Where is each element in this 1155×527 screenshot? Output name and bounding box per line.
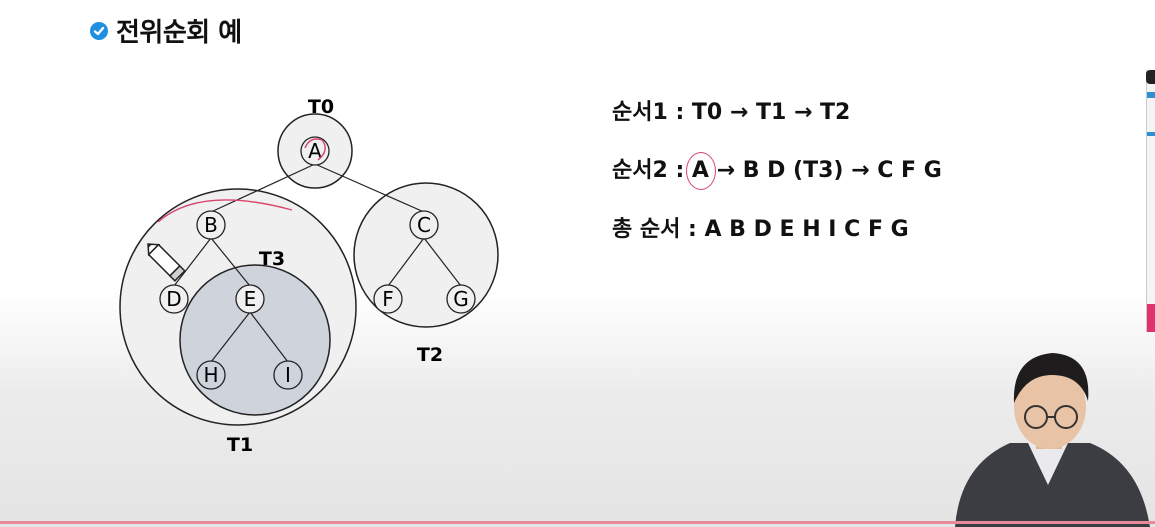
order-2-circled-node: A [685, 152, 716, 190]
svg-text:A: A [308, 139, 322, 163]
annotation-mark-a [304, 138, 326, 161]
node-b: B [196, 210, 226, 240]
presenter-video [955, 353, 1150, 527]
svg-text:I: I [285, 363, 291, 387]
node-i: I [273, 360, 303, 390]
node-h: H [196, 360, 226, 390]
node-c: C [409, 210, 439, 240]
page-title: 전위순회 예 [116, 18, 242, 48]
order-2-prefix: 순서2 : [612, 158, 692, 183]
tree-diagram: A B C D E F G H I T0 T1 T2 T3 [119, 96, 499, 456]
svg-text:H: H [203, 363, 218, 387]
node-d: D [159, 284, 189, 314]
label-t0: T0 [308, 96, 334, 118]
svg-text:D: D [166, 287, 181, 311]
label-t2: T2 [417, 344, 443, 366]
node-e: E [235, 284, 265, 314]
label-t3: T3 [259, 248, 285, 270]
check-badge-icon [90, 21, 108, 40]
pencil-cursor-icon [147, 243, 186, 282]
annotation-arc-b [157, 199, 293, 223]
svg-text:F: F [382, 287, 394, 311]
tree-edges [173, 163, 462, 363]
svg-text:G: G [453, 287, 469, 311]
node-g: G [446, 284, 476, 314]
side-panel-strip[interactable] [1146, 70, 1155, 332]
bottom-accent-line [0, 521, 1155, 524]
order-1-text: 순서1 : T0 → T1 → T2 [612, 100, 851, 125]
order-2-line: 순서2 : A → B D (T3) → C F G [612, 152, 942, 190]
svg-text:B: B [204, 213, 218, 237]
svg-text:E: E [244, 287, 257, 311]
node-f: F [373, 284, 403, 314]
label-t1: T1 [227, 434, 253, 456]
title-row: 전위순회 예 [90, 12, 242, 49]
total-order-text: 총 순서 : A B D E H I C F G [612, 217, 909, 242]
order-2-rest: → B D (T3) → C F G [708, 158, 942, 183]
svg-text:C: C [417, 213, 431, 237]
